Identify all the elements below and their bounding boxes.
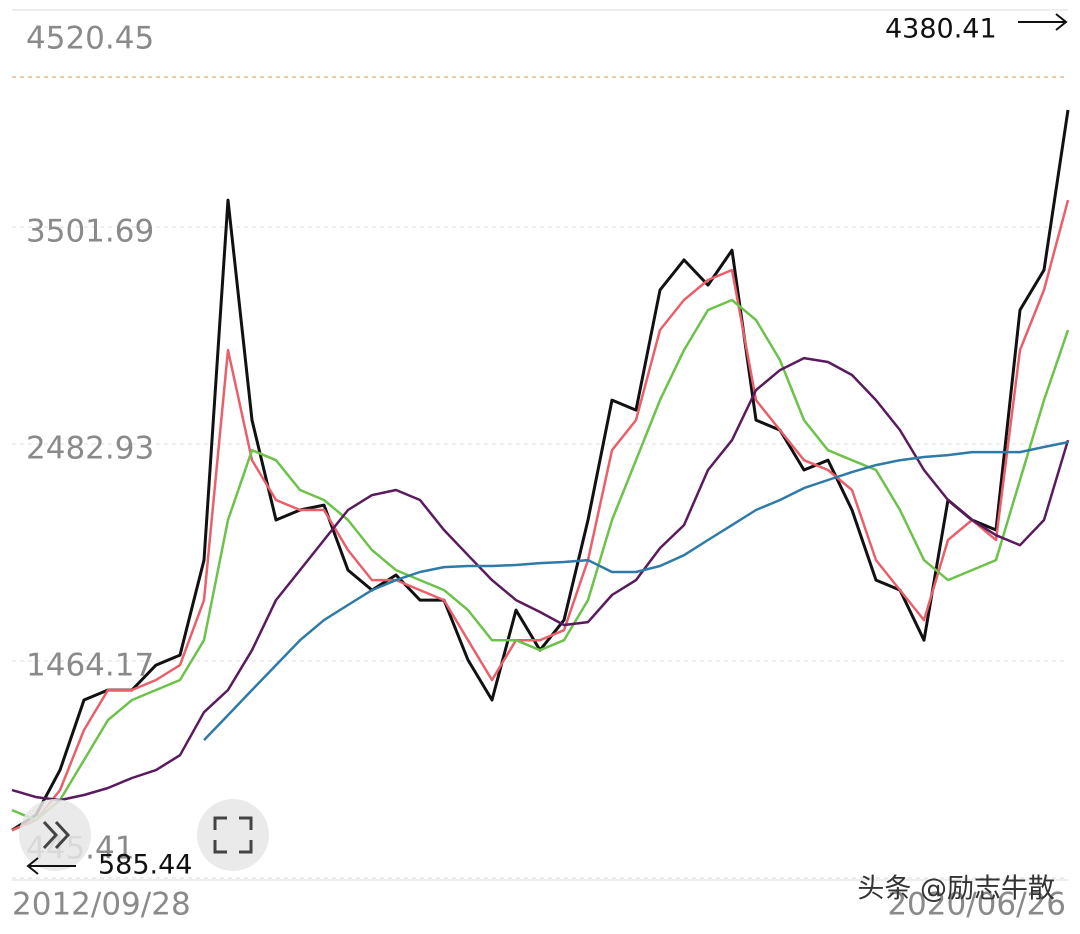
series-line	[11, 298, 1070, 822]
series-line	[11, 199, 1070, 832]
y-tick-label: 4520.45	[26, 21, 154, 57]
expand-icon	[42, 820, 71, 850]
low-arrow	[26, 857, 76, 875]
y-tick-label: 3501.69	[26, 214, 154, 250]
fullscreen-icon	[213, 816, 253, 854]
high-arrow	[1018, 13, 1068, 31]
y-tick-label: 2482.93	[26, 431, 154, 467]
low-label: 585.44	[98, 850, 192, 881]
watermark: 头条 @励志牛散	[857, 874, 1055, 905]
x-end-label: 2020/06/26	[887, 887, 1066, 923]
fullscreen-button[interactable]	[197, 799, 269, 871]
high-label: 4380.41	[885, 14, 997, 45]
series-line	[11, 356, 1070, 802]
x-start-label: 2012/09/28	[12, 887, 191, 923]
series-line	[11, 109, 1070, 832]
series-line	[203, 440, 1069, 741]
y-tick-label: 1464.17	[26, 648, 154, 684]
